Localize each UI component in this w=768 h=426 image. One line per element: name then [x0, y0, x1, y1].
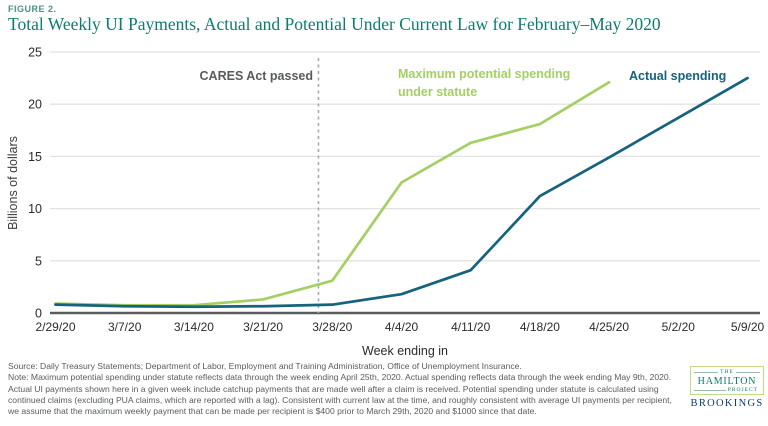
hamilton-project-logo: THE HAMILTON PROJECT	[690, 366, 764, 395]
note-text: Note: Maximum potential spending under s…	[8, 372, 672, 417]
x-tick-label: 5/2/20	[662, 320, 696, 334]
x-tick-label: 3/21/20	[243, 320, 283, 334]
footnotes: Source: Daily Treasury Statements; Depar…	[8, 361, 682, 417]
series-label-max-potential: Maximum potential spending under statute	[398, 67, 571, 99]
figure-label: FIGURE 2.	[8, 4, 57, 14]
hamilton-project-brookings-logo: THE HAMILTON PROJECT BROOKINGS	[690, 366, 764, 409]
series-line-0	[54, 80, 611, 307]
logo-project: PROJECT	[727, 387, 758, 393]
x-tick-label: 5/9/20	[731, 320, 765, 334]
x-axis-title: Week ending in	[362, 344, 448, 358]
x-tick-label: 4/18/20	[520, 320, 560, 334]
series-label-actual: Actual spending	[629, 69, 727, 83]
x-tick-label: 3/7/20	[108, 320, 142, 334]
logo-hamilton: HAMILTON	[697, 376, 757, 387]
y-axis-title: Billions of dollars	[6, 136, 20, 230]
y-tick-label: 25	[28, 46, 42, 60]
cares-act-annotation: CARES Act passed	[199, 69, 313, 83]
x-tick-label: 3/28/20	[312, 320, 352, 334]
page-title: Total Weekly UI Payments, Actual and Pot…	[8, 14, 661, 34]
logo-the: THE	[720, 369, 734, 375]
source-text: Source: Daily Treasury Statements; Depar…	[8, 361, 522, 371]
y-tick-label: 10	[28, 202, 42, 216]
y-tick-label: 0	[35, 307, 42, 321]
x-tick-label: 4/11/20	[451, 320, 490, 334]
y-tick-label: 20	[28, 98, 42, 112]
y-tick-label: 5	[35, 254, 42, 268]
x-tick-label: 3/14/20	[174, 320, 214, 334]
x-tick-label: 2/29/20	[35, 320, 75, 334]
brookings-wordmark: BROOKINGS	[690, 398, 764, 409]
y-tick-label: 15	[28, 150, 42, 164]
series-line-1	[54, 76, 749, 309]
x-tick-label: 4/25/20	[589, 320, 629, 334]
x-tick-label: 4/4/20	[385, 320, 419, 334]
